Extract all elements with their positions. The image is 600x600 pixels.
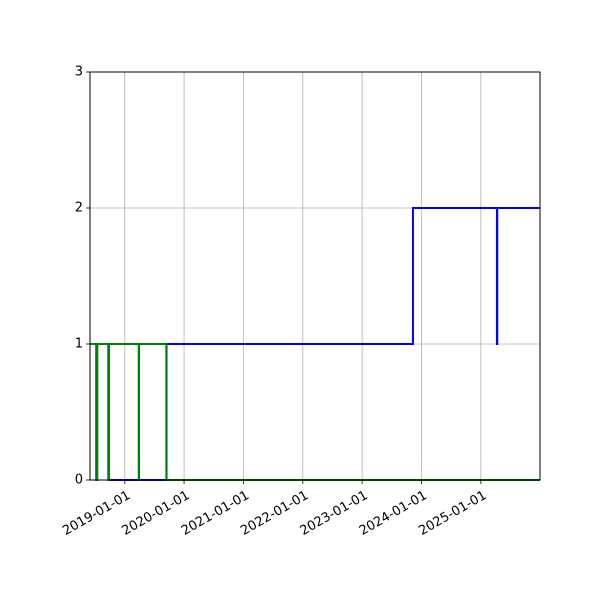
grid-lines: [90, 71, 540, 481]
y-tick-label: 0: [75, 473, 83, 488]
y-tick-label: 3: [75, 65, 83, 80]
x-tick-label: 2025-01-01: [416, 488, 489, 539]
plot-frame: [89, 71, 541, 481]
series-line-2: [90, 343, 540, 481]
y-tick-label: 1: [75, 337, 83, 352]
y-tick-label: 2: [75, 201, 83, 216]
y-axis: 0 1 2 3: [75, 65, 90, 488]
x-axis: 2019-01-012020-01-012021-01-012022-01-01…: [60, 480, 489, 539]
